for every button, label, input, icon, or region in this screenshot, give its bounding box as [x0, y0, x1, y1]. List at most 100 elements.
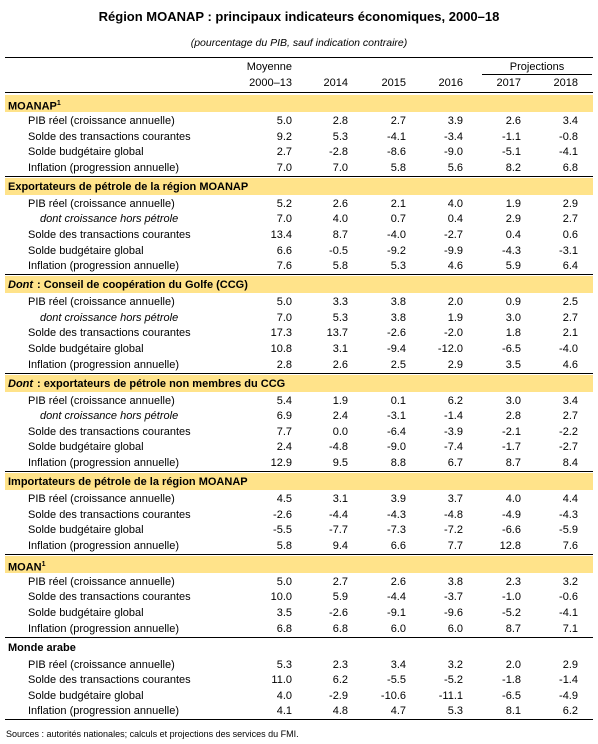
cell-value: 7.6	[562, 539, 578, 552]
cell-value: 5.8	[390, 161, 406, 174]
cell-value: 4.8	[332, 705, 348, 718]
cell-value: 9.4	[332, 539, 348, 552]
cell-value: 6.0	[447, 622, 463, 635]
cell-value: 2.7	[276, 146, 292, 159]
row-label: Solde des transactions courantes	[28, 130, 191, 143]
cell-value: 4.0	[332, 213, 348, 226]
cell-value: -1.0	[502, 591, 521, 604]
cell-value: 6.2	[562, 705, 578, 718]
cell-value: 4.1	[276, 705, 292, 718]
cell-value: -4.3	[559, 508, 578, 521]
row-label: PIB réel (croissance annuelle)	[28, 493, 175, 505]
cell-value: 2.9	[562, 197, 578, 210]
section-title: Dont: Conseil de coopération du Golfe (C…	[8, 278, 248, 292]
cell-value: -9.2	[387, 244, 406, 257]
cell-value: -4.1	[559, 607, 578, 619]
cell-value: 2.8	[505, 410, 521, 423]
row-label: dont croissance hors pétrole	[40, 213, 179, 226]
cell-value: 6.8	[562, 161, 578, 174]
cell-value: -3.9	[444, 425, 463, 438]
cell-value: -7.3	[387, 524, 406, 537]
cell-value: -8.6	[387, 146, 406, 159]
cell-value: 0.7	[390, 213, 406, 226]
cell-value: 5.3	[332, 311, 348, 324]
cell-value: -2.1	[502, 425, 521, 438]
rule	[5, 274, 593, 276]
cell-value: 4.4	[562, 493, 578, 505]
cell-value: -4.8	[444, 508, 463, 521]
cell-value: 11.0	[271, 674, 292, 687]
cell-value: 0.9	[505, 296, 521, 309]
cell-value: 3.1	[332, 493, 348, 505]
cell-value: 7.0	[332, 161, 348, 174]
section-band	[5, 374, 593, 392]
section-band	[5, 95, 593, 112]
cell-value: -2.9	[329, 689, 348, 702]
column-header: 2018	[553, 77, 578, 89]
cell-value: -6.5	[502, 689, 521, 702]
row-label: Solde des transactions courantes	[28, 591, 191, 604]
row-label: Solde budgétaire global	[28, 343, 144, 355]
rule	[5, 636, 593, 638]
cell-value: -9.9	[444, 244, 463, 257]
cell-value: -10.6	[380, 689, 406, 702]
cell-value: 7.7	[276, 425, 292, 438]
cell-value: 5.3	[447, 705, 463, 718]
cell-value: 4.6	[562, 358, 578, 371]
cell-value: 5.9	[332, 591, 348, 604]
cell-value: -2.2	[559, 425, 578, 438]
cell-value: 2.0	[505, 658, 521, 671]
cell-value: -5.2	[444, 674, 463, 687]
cell-value: 8.7	[332, 229, 348, 241]
row-label: Inflation (progression annuelle)	[28, 358, 180, 371]
cell-value: 5.0	[276, 115, 292, 127]
rule	[5, 92, 593, 93]
cell-value: 2.8	[276, 358, 292, 371]
cell-value: 6.8	[276, 622, 292, 635]
section-title: Importateurs de pétrole de la région MOA…	[8, 475, 248, 489]
cell-value: 5.3	[390, 260, 406, 273]
cell-value: -12.0	[437, 343, 463, 355]
column-header: 2016	[438, 77, 463, 89]
section-band	[5, 473, 593, 490]
row-label: PIB réel (croissance annuelle)	[28, 394, 175, 407]
row-label: dont croissance hors pétrole	[40, 410, 179, 423]
cell-value: 0.4	[447, 213, 463, 226]
cell-value: 2.5	[390, 358, 406, 371]
source-note: Sources : autorités nationales; calculs …	[6, 729, 299, 740]
cell-value: 3.3	[332, 296, 348, 309]
cell-value: 1.9	[332, 394, 348, 407]
cell-value: -6.6	[502, 524, 521, 537]
cell-value: -7.7	[329, 524, 348, 537]
section-name: Monde arabe	[8, 641, 76, 654]
cell-value: -2.6	[273, 508, 292, 521]
cell-value: 13.7	[326, 327, 348, 340]
cell-value: 7.1	[562, 622, 578, 635]
cell-value: -9.6	[444, 607, 463, 619]
cell-value: 5.3	[332, 130, 348, 143]
row-label: Inflation (progression annuelle)	[28, 622, 180, 635]
section-title: MOAN1	[8, 558, 46, 575]
cell-value: 5.0	[276, 296, 292, 309]
cell-value: 3.7	[447, 493, 463, 505]
cell-value: 7.0	[276, 213, 292, 226]
cell-value: 5.2	[276, 197, 292, 210]
cell-value: 5.4	[276, 394, 292, 407]
row-label: Solde budgétaire global	[28, 524, 144, 537]
row-label: Inflation (progression annuelle)	[28, 539, 180, 552]
cell-value: 2.3	[505, 575, 521, 588]
cell-value: 8.7	[505, 622, 521, 635]
cell-value: 8.4	[562, 457, 578, 469]
section-band	[5, 555, 593, 573]
cell-value: -5.5	[387, 674, 406, 687]
cell-value: 7.0	[276, 311, 292, 324]
cell-value: 1.9	[447, 311, 463, 324]
row-label: Solde budgétaire global	[28, 607, 144, 619]
cell-value: 9.2	[276, 130, 292, 143]
cell-value: 2.6	[332, 197, 348, 210]
rule	[5, 719, 593, 721]
cell-value: 0.6	[562, 229, 578, 241]
cell-value: 6.0	[390, 622, 406, 635]
cell-value: 5.8	[332, 260, 348, 273]
cell-value: -4.1	[387, 130, 406, 143]
